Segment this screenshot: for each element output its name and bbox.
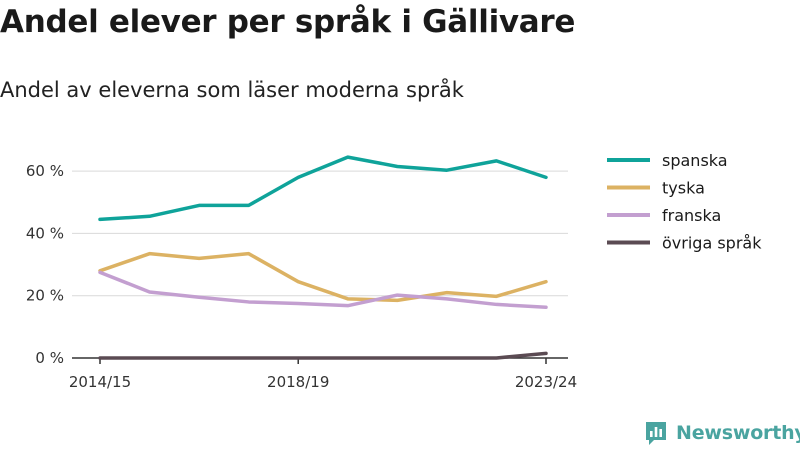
legend-label: tyska bbox=[662, 179, 705, 198]
chart-title: Andel elever per språk i Gällivare bbox=[0, 4, 576, 40]
y-axis-ticks: 0 % 20 % 40 % 60 % bbox=[26, 162, 64, 367]
newsworthy-logo-icon bbox=[646, 422, 666, 445]
legend-label: spanska bbox=[662, 151, 728, 170]
legend-label: franska bbox=[662, 206, 721, 225]
series-line-tyska bbox=[98, 251, 548, 303]
brand-logo: Newsworthy bbox=[644, 420, 800, 446]
y-tick-label: 60 % bbox=[26, 162, 64, 180]
x-tick-label: 2018/19 bbox=[267, 373, 329, 391]
x-tick-label: 2023/24 bbox=[515, 373, 577, 391]
y-tick-label: 20 % bbox=[26, 287, 64, 305]
series-line-övriga-språk bbox=[98, 351, 548, 360]
x-axis-ticks: 2014/15 2018/19 2023/24 bbox=[69, 358, 577, 391]
brand-name: Newsworthy bbox=[676, 422, 800, 444]
legend-label: övriga språk bbox=[662, 234, 762, 253]
x-tick-label: 2014/15 bbox=[69, 373, 131, 391]
chart-subtitle: Andel av eleverna som läser moderna språ… bbox=[0, 78, 464, 102]
y-tick-label: 0 % bbox=[35, 349, 64, 367]
gridlines bbox=[72, 170, 568, 359]
series-line-franska bbox=[98, 270, 548, 309]
legend: spanska tyska franska övriga språk bbox=[607, 151, 762, 253]
y-tick-label: 40 % bbox=[26, 224, 64, 242]
series-lines bbox=[98, 155, 548, 360]
series-line-spanska bbox=[98, 155, 548, 222]
